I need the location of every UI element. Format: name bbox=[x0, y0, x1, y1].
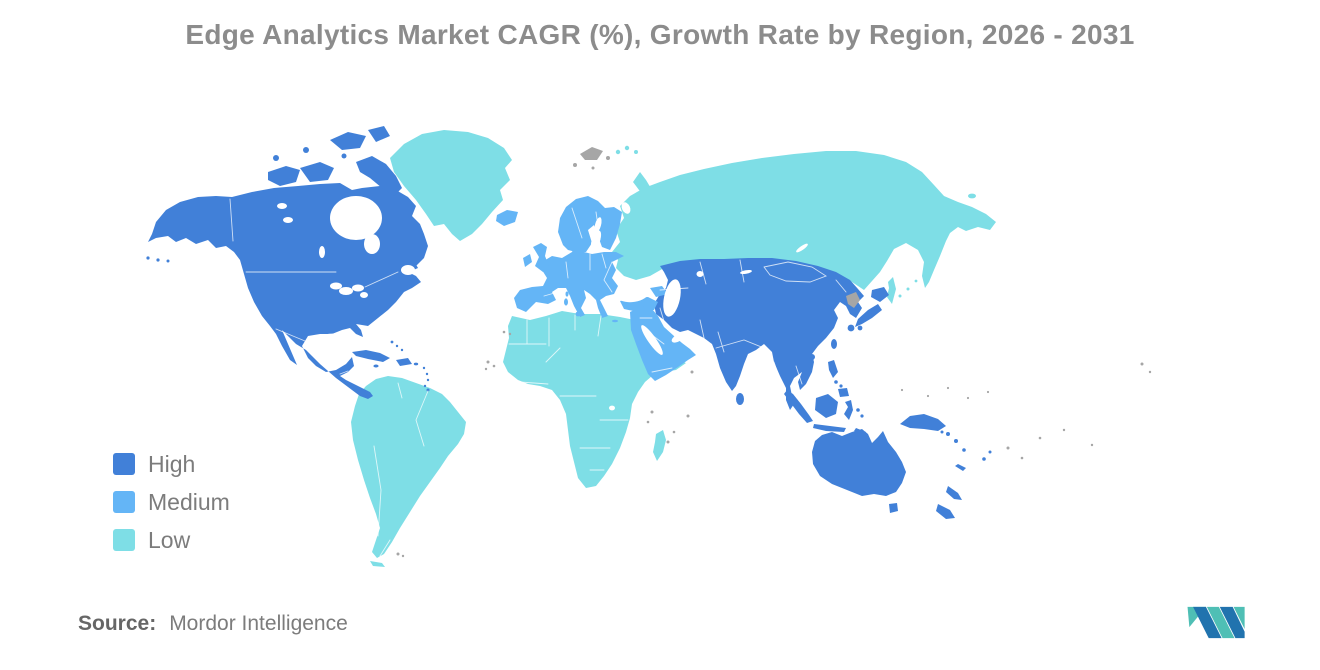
legend-label-high: High bbox=[148, 451, 196, 477]
landmass-cuba bbox=[352, 350, 390, 362]
source-line: Source: Mordor Intelligence bbox=[78, 612, 348, 636]
gulf-of-mexico bbox=[306, 333, 350, 357]
regions-no-data bbox=[396, 147, 1152, 558]
landmass-new-zealand bbox=[946, 486, 962, 500]
persian-gulf bbox=[671, 333, 685, 343]
legend-swatch-high bbox=[113, 453, 135, 475]
legend: High Medium Low bbox=[113, 451, 230, 553]
country-borders bbox=[229, 198, 847, 557]
landmass-new-guinea bbox=[900, 414, 946, 431]
landmass-tasmania bbox=[889, 503, 898, 513]
legend-item-high: High bbox=[113, 451, 230, 477]
landmass-uk bbox=[533, 243, 549, 272]
landmass-north-korea bbox=[846, 292, 860, 308]
logo-teal-diagonal-middle bbox=[1206, 606, 1235, 639]
legend-label-medium: Medium bbox=[148, 489, 230, 515]
lake-baikal bbox=[796, 243, 808, 253]
landmass-svalbard bbox=[580, 147, 603, 160]
logo-blue-diagonal-right bbox=[1219, 606, 1245, 639]
logo-blue-diagonal-left bbox=[1193, 606, 1222, 639]
sea-of-okhotsk bbox=[890, 248, 916, 276]
hudson-bay bbox=[330, 196, 382, 240]
page-title: Edge Analytics Market CAGR (%), Growth R… bbox=[185, 19, 1135, 50]
landmass-sumatra bbox=[784, 390, 813, 423]
landmass-madagascar bbox=[653, 430, 666, 461]
landmass-asia bbox=[654, 258, 864, 410]
source-label: Source: bbox=[78, 612, 157, 635]
landmass-greenland bbox=[390, 130, 512, 241]
mordor-intelligence-logo bbox=[1187, 606, 1245, 639]
great-lakes bbox=[330, 282, 342, 290]
legend-label-low: Low bbox=[148, 527, 191, 553]
landmass-iceland bbox=[496, 210, 518, 226]
red-sea bbox=[641, 325, 663, 355]
landmass-japan bbox=[871, 287, 889, 302]
legend-swatch-low bbox=[113, 529, 135, 551]
landmass-borneo bbox=[815, 394, 838, 418]
landmass-south-america bbox=[351, 376, 466, 558]
landmass-australia bbox=[812, 429, 906, 496]
landmass-ireland bbox=[523, 254, 532, 267]
landmass-scandinavia bbox=[558, 196, 622, 252]
landmass-north-america bbox=[148, 183, 428, 399]
black-sea bbox=[617, 285, 649, 303]
legend-item-low: Low bbox=[113, 527, 230, 553]
legend-swatch-medium bbox=[113, 491, 135, 513]
landmass-java bbox=[813, 424, 846, 432]
regions-medium bbox=[496, 196, 696, 381]
landmass-europe bbox=[514, 242, 624, 318]
baltic-sea bbox=[590, 230, 602, 250]
legend-item-medium: Medium bbox=[113, 489, 230, 515]
source-value: Mordor Intelligence bbox=[169, 612, 348, 635]
landmass-russia bbox=[612, 151, 996, 290]
